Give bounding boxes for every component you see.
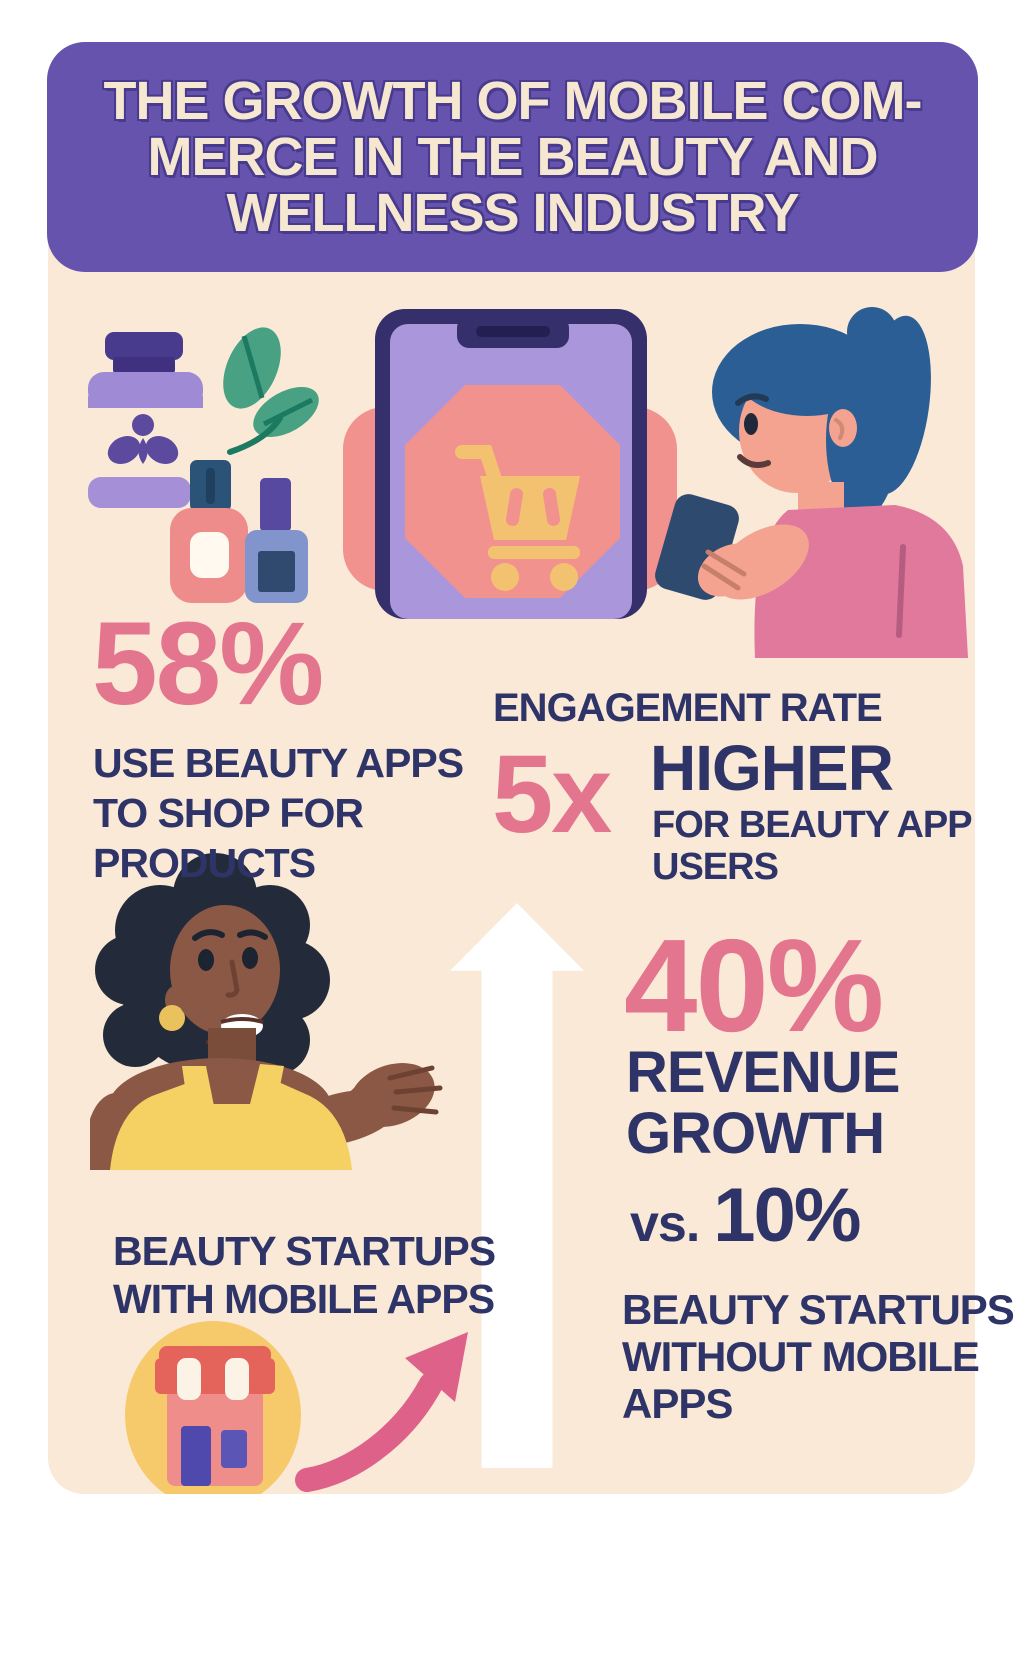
eye [744, 413, 758, 435]
stat-40-label: REVENUE GROWTH [626, 1040, 900, 1166]
woman-using-phone-illustration [655, 307, 968, 658]
stat-without-apps-label: BEAUTY STARTUPS WITHOUT MOBILE APPS [622, 1286, 1015, 1427]
stat-58-label-line-2: TO SHOP FOR [93, 790, 364, 836]
page-title-line-2: MERCE IN THE BEAUTY AND [147, 127, 878, 187]
shelf-bar [88, 477, 191, 508]
with-apps-line-2: WITH MOBILE APPS [113, 1276, 495, 1322]
engagement-sublabel-line-1: FOR BEAUTY APP [652, 804, 973, 846]
without-apps-line-3: APPS [622, 1380, 733, 1427]
stat-58-label-line-3: PRODUCTS [93, 840, 316, 886]
with-apps-line-1: BEAUTY STARTUPS [113, 1228, 496, 1274]
versus-value: 10% [713, 1173, 861, 1258]
growth-arrow-icon [295, 1332, 468, 1492]
stat-58-label-line-1: USE BEAUTY APPS [93, 740, 464, 786]
face [170, 905, 280, 1035]
phone-shopping-cart-illustration [343, 309, 677, 619]
stat-58-label: USE BEAUTY APPS TO SHOP FOR PRODUCTS [93, 738, 464, 888]
nail-polish-blue-icon [245, 478, 308, 603]
storefront-icon [155, 1346, 275, 1486]
flower-icon [107, 414, 179, 464]
storefront-growth-illustration [125, 1321, 468, 1494]
eyebrow [735, 393, 769, 406]
leaf-icon [223, 327, 319, 455]
yellow-top [110, 1064, 352, 1170]
earring [159, 1005, 185, 1031]
engagement-multiplier: 5x [492, 733, 612, 856]
stat-58-value: 58% [92, 598, 324, 730]
engagement-sublabel-line-2: USERS [652, 846, 779, 888]
without-apps-line-2: WITHOUT MOBILE [622, 1333, 980, 1380]
engagement-sublabel: FOR BEAUTY APP USERS [652, 804, 973, 888]
versus-row: vs. 10% [630, 1172, 861, 1259]
shopping-cart-icon [455, 445, 580, 591]
stat-40-label-line-2: GROWTH [626, 1101, 885, 1166]
smile [737, 454, 771, 468]
page-title-line-1: THE GROWTH OF MOBILE COM- [103, 71, 923, 131]
page-title-line-3: WELLNESS INDUSTRY [226, 183, 799, 243]
stat-40-label-line-1: REVENUE [626, 1040, 900, 1105]
nail-polish-pink-icon [170, 460, 248, 603]
without-apps-line-1: BEAUTY STARTUPS [622, 1286, 1015, 1333]
title-banner: THE GROWTH OF MOBILE COM- MERCE IN THE B… [47, 42, 978, 272]
beauty-products-illustration [88, 327, 319, 603]
stat-40-value: 40% [624, 912, 884, 1059]
engagement-heading: ENGAGEMENT RATE [493, 686, 883, 730]
woman-presenting-illustration [90, 853, 443, 1170]
cream-jar-icon [88, 332, 203, 408]
engagement-emphasis: HIGHER [650, 732, 894, 804]
stat-with-apps-label: BEAUTY STARTUPS WITH MOBILE APPS [113, 1227, 496, 1323]
versus-word: vs. [630, 1195, 700, 1253]
